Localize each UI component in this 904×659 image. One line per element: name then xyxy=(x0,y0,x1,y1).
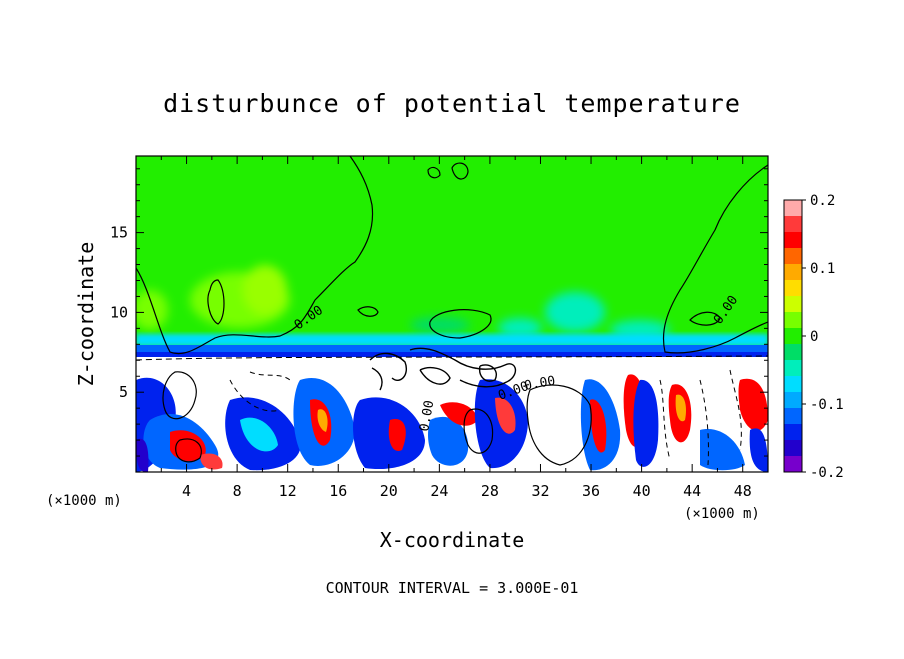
disturbance-cell xyxy=(495,397,516,434)
x-tick-label: 28 xyxy=(481,482,499,500)
x-tick-label: 40 xyxy=(633,482,651,500)
colorbar-segment xyxy=(784,232,802,249)
colorbar-segment xyxy=(784,392,802,409)
x-tick-label: 16 xyxy=(329,482,347,500)
inversion-band-cyan xyxy=(136,334,768,346)
y-tick-label: 15 xyxy=(110,224,128,242)
x-unit-left-label: (×1000 m) xyxy=(46,493,122,509)
disturbance-cell xyxy=(388,419,406,451)
contour-closed-4 xyxy=(451,162,469,180)
colorbar-segment xyxy=(784,456,802,473)
colorbar-tick-label: -0.2 xyxy=(810,465,844,481)
colorbar-segment xyxy=(784,408,802,425)
x-tick-label: 48 xyxy=(734,482,752,500)
disturbance-cell xyxy=(136,438,149,472)
colorbar-segment xyxy=(784,440,802,457)
x-tick-label: 24 xyxy=(430,482,448,500)
contour-closed-1 xyxy=(207,279,225,325)
disturbance-cell xyxy=(749,428,768,472)
x-axis-title: X-coordinate xyxy=(380,528,525,552)
disturbance-cell xyxy=(633,379,659,467)
disturbance-cell xyxy=(440,402,478,426)
contour-closed-2 xyxy=(357,306,379,317)
colorbar-segment xyxy=(784,280,802,297)
y-tick-label: 10 xyxy=(110,303,128,321)
disturbance-cell xyxy=(675,394,686,422)
contour-lower-6 xyxy=(229,371,291,412)
colorbar-tick-label: 0.2 xyxy=(810,193,835,209)
colorbar-segment xyxy=(784,360,802,377)
disturbance-cell xyxy=(200,453,223,470)
disturbance-cell xyxy=(240,417,278,452)
contour-interval-note: CONTOUR INTERVAL = 3.000E-01 xyxy=(326,579,579,597)
disturbance-cell xyxy=(428,416,469,466)
colorbar-segment xyxy=(784,296,802,313)
colorbar-segment xyxy=(784,312,802,329)
y-axis-ticks: 5 10 15 xyxy=(110,168,768,457)
colorbar-segment xyxy=(784,216,802,233)
plot-frame xyxy=(135,155,769,473)
contour-label-5: 0.00 xyxy=(523,374,556,394)
y-axis-title: Z-coordinate xyxy=(74,242,98,387)
x-unit-right-label: (×1000 m) xyxy=(684,506,760,522)
x-tick-label: 44 xyxy=(683,482,701,500)
x-tick-label: 4 xyxy=(182,482,191,500)
plot-area xyxy=(136,156,768,472)
contour-lower-2 xyxy=(526,384,592,466)
contour-closed-6 xyxy=(689,311,721,326)
contour-inversion-dashed xyxy=(136,355,768,361)
positive-patches-aloft xyxy=(136,265,290,330)
contour-lower-5 xyxy=(659,369,742,466)
contour-zero-right xyxy=(662,164,768,354)
x-tick-label: 32 xyxy=(531,482,549,500)
x-tick-label: 20 xyxy=(380,482,398,500)
y-tick-label: 5 xyxy=(119,383,128,401)
chart-title: disturbunce of potential temperature xyxy=(163,89,741,118)
x-axis-ticks: 4 8 12 16 20 24 28 32 36 40 44 48 xyxy=(160,156,752,500)
colorbar-segment xyxy=(784,376,802,393)
colorbar-segment xyxy=(784,248,802,265)
disturbance-cell xyxy=(590,399,607,453)
colorbar-segment xyxy=(784,200,802,217)
colorbar-tick-label: 0 xyxy=(810,329,818,345)
x-tick-label: 8 xyxy=(233,482,242,500)
colorbar-tick-label: -0.1 xyxy=(810,397,844,413)
inversion-band-blue xyxy=(136,345,768,355)
colorbar-segment xyxy=(784,328,802,345)
contour-lower-4 xyxy=(175,438,202,463)
disturbance-cell xyxy=(700,429,745,471)
colorbar-tick-label: 0.1 xyxy=(810,261,835,277)
x-tick-label: 12 xyxy=(279,482,297,500)
disturbance-cell xyxy=(170,430,206,462)
contour-label-4: 0.00 xyxy=(417,399,437,432)
x-tick-label: 36 xyxy=(582,482,600,500)
contour-closed-3 xyxy=(427,166,441,179)
inversion-band-deep xyxy=(136,352,768,357)
colorbar-segment xyxy=(784,264,802,281)
lower-turbulence xyxy=(136,374,768,472)
contour-zero-left xyxy=(136,156,374,355)
contour-closed-5 xyxy=(429,309,492,339)
disturbance-cell xyxy=(317,409,328,432)
colorbar-segment xyxy=(784,344,802,361)
contour-lines xyxy=(136,156,768,466)
contour-cluster xyxy=(369,347,517,391)
contour-lower-1 xyxy=(162,371,197,420)
colorbar: 0.2 0.1 0 -0.1 -0.2 xyxy=(783,193,844,481)
colorbar-segment xyxy=(784,424,802,441)
contour-lower-3 xyxy=(463,408,494,454)
